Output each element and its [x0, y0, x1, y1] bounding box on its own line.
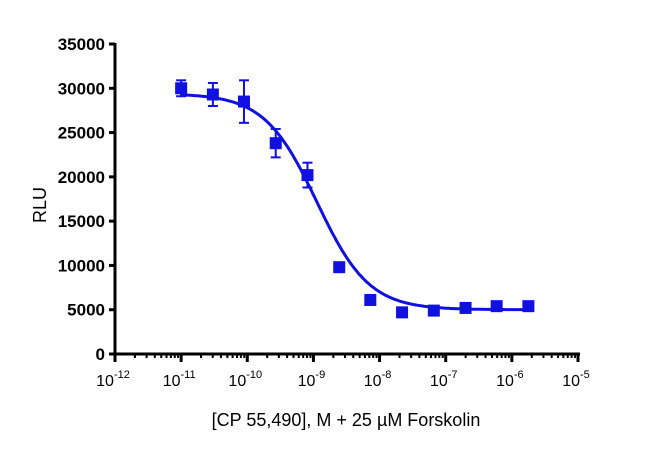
y-tick-label: 0 — [96, 345, 105, 364]
point-marker — [396, 306, 409, 319]
x-tick-label: 10-5 — [562, 369, 590, 390]
x-tick-label: 10-9 — [298, 369, 326, 390]
data-point — [206, 81, 219, 107]
point-marker — [427, 304, 440, 317]
x-tick-label: 10-6 — [496, 369, 524, 390]
y-tick-label: 5000 — [67, 301, 105, 320]
data-point — [301, 161, 314, 189]
data-point — [459, 301, 472, 314]
data-point — [175, 79, 188, 98]
y-tick-label: 10000 — [58, 256, 105, 275]
point-marker — [269, 137, 282, 150]
fit-curve — [180, 93, 528, 312]
point-marker — [175, 82, 188, 95]
y-tick-label: 20000 — [58, 168, 105, 187]
y-tick-label: 25000 — [58, 124, 105, 143]
data-point — [333, 261, 346, 274]
point-marker — [301, 169, 314, 182]
data-point — [269, 128, 282, 159]
y-axis-title: RLU — [30, 187, 50, 223]
x-tick-label: 10-12 — [96, 369, 130, 390]
point-marker — [237, 95, 250, 108]
point-marker — [459, 301, 472, 314]
x-tick-label: 10-10 — [228, 369, 262, 390]
y-tick-label: 15000 — [58, 212, 105, 231]
point-marker — [490, 300, 503, 313]
data-point — [522, 300, 535, 313]
data-point — [490, 300, 503, 313]
y-tick-label: 35000 — [58, 35, 105, 54]
y-tick-label: 30000 — [58, 79, 105, 98]
data-point — [427, 304, 440, 317]
x-tick-label: 10-8 — [364, 369, 392, 390]
point-marker — [206, 88, 219, 101]
data-point — [396, 306, 409, 319]
point-marker — [333, 261, 346, 274]
x-tick-label: 10-11 — [163, 369, 196, 390]
data-point — [364, 293, 377, 306]
x-tick-label: 10-7 — [430, 369, 458, 390]
data-point — [237, 79, 250, 124]
point-marker — [364, 293, 377, 306]
x-axis-title: [CP 55,490], M + 25 µM Forskolin — [212, 410, 481, 430]
point-marker — [522, 300, 535, 313]
